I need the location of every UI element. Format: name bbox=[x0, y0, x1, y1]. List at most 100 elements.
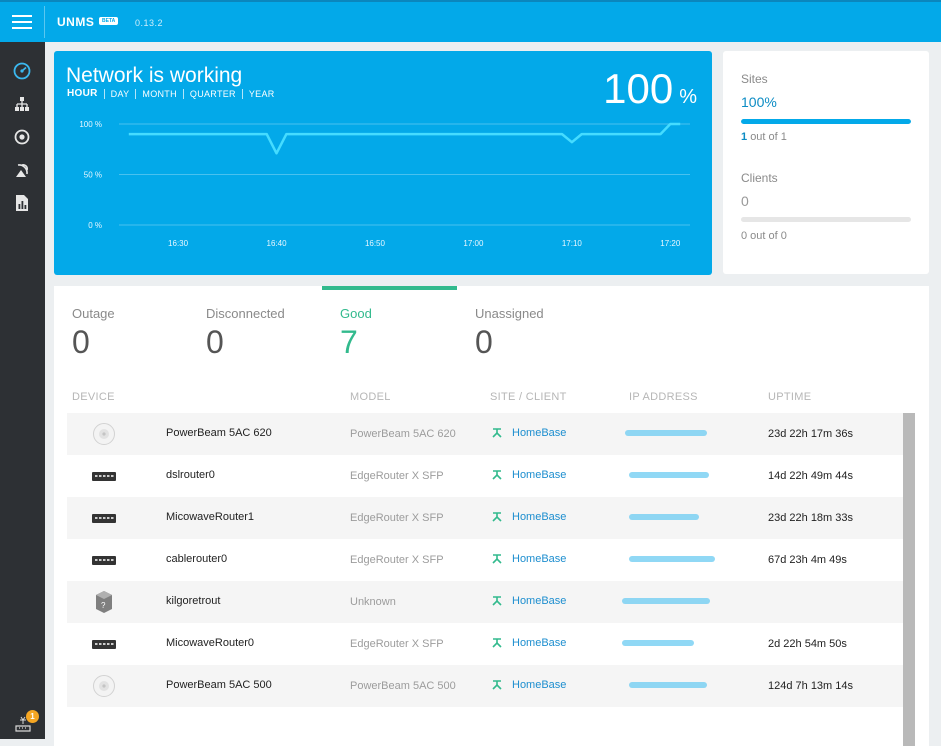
device-model: EdgeRouter X SFP bbox=[350, 638, 444, 650]
clients-label: Clients bbox=[741, 171, 778, 185]
y-tick-label: 50 % bbox=[84, 171, 102, 180]
column-header-model[interactable]: MODEL bbox=[350, 391, 391, 403]
filter-outage-count: 0 bbox=[72, 324, 90, 360]
devices-icon[interactable] bbox=[13, 128, 31, 146]
column-header-device[interactable]: DEVICE bbox=[72, 391, 115, 403]
filter-outage[interactable]: Outage 0 bbox=[72, 306, 202, 361]
router-icon bbox=[92, 472, 116, 481]
sites-clients-card: Sites 100% 1 out of 1 Clients 0 0 out of… bbox=[723, 51, 929, 274]
signal-icon bbox=[492, 596, 502, 606]
device-name[interactable]: PowerBeam 5AC 620 bbox=[166, 427, 272, 439]
network-status-title: Network is working bbox=[66, 64, 243, 87]
reports-icon[interactable] bbox=[13, 194, 31, 212]
clients-progress-bar bbox=[741, 217, 911, 222]
table-row[interactable]: ? kilgoretrout Unknown HomeBase bbox=[67, 581, 903, 623]
filter-disconnected-count: 0 bbox=[206, 324, 224, 360]
device-uptime: 23d 22h 18m 33s bbox=[768, 512, 854, 524]
device-site[interactable]: HomeBase bbox=[491, 595, 566, 607]
x-tick-label: 17:10 bbox=[562, 239, 583, 248]
device-model: EdgeRouter X SFP bbox=[350, 512, 444, 524]
table-row[interactable]: MicowaveRouter0 EdgeRouter X SFP HomeBase 2… bbox=[67, 623, 903, 665]
router-icon bbox=[92, 556, 116, 565]
ip-address-redacted bbox=[629, 514, 699, 520]
device-model: Unknown bbox=[350, 596, 396, 608]
ip-address-redacted bbox=[625, 430, 707, 436]
top-bar: UNMS BETA 0.13.2 bbox=[0, 0, 941, 42]
range-year[interactable]: YEAR bbox=[241, 89, 281, 99]
filter-unassigned[interactable]: Unassigned 0 bbox=[475, 306, 605, 361]
sites-out-of: out of 1 bbox=[750, 131, 787, 143]
filter-disconnected-label: Disconnected bbox=[206, 306, 285, 321]
menu-icon[interactable] bbox=[12, 15, 32, 29]
network-percent-unit: % bbox=[679, 86, 697, 108]
column-header-uptime[interactable]: UPTIME bbox=[768, 391, 812, 403]
range-quarter[interactable]: QUARTER bbox=[182, 89, 242, 99]
beta-badge: BETA bbox=[99, 17, 119, 25]
range-month[interactable]: MONTH bbox=[135, 89, 183, 99]
table-row[interactable]: dslrouter0 EdgeRouter X SFP HomeBase 14d 22… bbox=[67, 455, 903, 497]
table-row[interactable]: cablerouter0 EdgeRouter X SFP HomeBase 67d … bbox=[67, 539, 903, 581]
clients-value: 0 bbox=[741, 193, 749, 209]
table-row[interactable]: MicowaveRouter1 EdgeRouter X SFP HomeBase 2… bbox=[67, 497, 903, 539]
table-row[interactable]: PowerBeam 5AC 620 PowerBeam 5AC 620 HomeBa… bbox=[67, 413, 903, 455]
notifications-button[interactable]: 1 bbox=[13, 710, 39, 736]
y-tick-label: 100 % bbox=[79, 120, 102, 129]
network-chart: 100 % 50 % 0 % 16:30 16:40 16:50 17:00 17:10 17:… bbox=[79, 120, 690, 248]
device-uptime: 2d 22h 54m 50s bbox=[768, 638, 847, 650]
table-row[interactable]: PowerBeam 5AC 500 PowerBeam 5AC 500 HomeBa… bbox=[67, 665, 903, 707]
device-model: PowerBeam 5AC 620 bbox=[350, 428, 456, 440]
antenna-dish-icon bbox=[93, 675, 115, 697]
filter-outage-label: Outage bbox=[72, 306, 115, 321]
device-name[interactable]: PowerBeam 5AC 500 bbox=[166, 679, 272, 691]
device-table: PowerBeam 5AC 620 PowerBeam 5AC 620 HomeBa… bbox=[67, 413, 903, 707]
antenna-dish-icon bbox=[93, 423, 115, 445]
device-site[interactable]: HomeBase bbox=[491, 553, 566, 565]
device-name[interactable]: dslrouter0 bbox=[166, 469, 215, 481]
device-site[interactable]: HomeBase bbox=[491, 679, 566, 691]
device-model: EdgeRouter X SFP bbox=[350, 554, 444, 566]
network-status-card: Network is working HOUR DAY MONTH QUARTE… bbox=[54, 51, 712, 275]
active-filter-underline bbox=[322, 286, 457, 290]
device-site[interactable]: HomeBase bbox=[491, 637, 566, 649]
x-tick-label: 16:30 bbox=[168, 239, 189, 248]
divider bbox=[44, 6, 45, 38]
device-site[interactable]: HomeBase bbox=[491, 511, 566, 523]
column-header-site[interactable]: SITE / CLIENT bbox=[490, 391, 567, 403]
signal-icon bbox=[492, 470, 502, 480]
signal-icon bbox=[492, 512, 502, 522]
signal-icon bbox=[492, 554, 502, 564]
app-logo: UNMS bbox=[57, 15, 95, 29]
time-range-selector: HOUR DAY MONTH QUARTER YEAR bbox=[67, 89, 281, 99]
device-name[interactable]: MicowaveRouter0 bbox=[166, 637, 255, 649]
filter-good-count: 7 bbox=[340, 324, 358, 360]
scrollbar[interactable] bbox=[903, 413, 915, 746]
device-uptime: 124d 7h 13m 14s bbox=[768, 680, 854, 692]
device-model: EdgeRouter X SFP bbox=[350, 470, 444, 482]
filter-unassigned-label: Unassigned bbox=[475, 306, 544, 321]
column-header-ip[interactable]: IP ADDRESS bbox=[629, 391, 698, 403]
device-uptime: 14d 22h 49m 44s bbox=[768, 470, 854, 482]
ip-address-redacted bbox=[629, 556, 715, 562]
range-day[interactable]: DAY bbox=[103, 89, 136, 99]
filter-good[interactable]: Good 7 bbox=[340, 306, 470, 361]
device-site-label: HomeBase bbox=[512, 469, 567, 481]
x-tick-label: 17:00 bbox=[463, 239, 484, 248]
ip-address-redacted bbox=[622, 640, 694, 646]
dashboard-icon[interactable] bbox=[13, 62, 31, 80]
app-version: 0.13.2 bbox=[135, 18, 164, 28]
sites-label: Sites bbox=[741, 72, 768, 86]
range-hour[interactable]: HOUR bbox=[67, 88, 98, 99]
sites-summary: 1 out of 1 bbox=[741, 131, 787, 143]
y-tick-label: 0 % bbox=[88, 221, 102, 230]
clients-summary: 0 out of 0 bbox=[741, 230, 787, 242]
device-uptime: 67d 23h 4m 49s bbox=[768, 554, 847, 566]
sites-icon[interactable] bbox=[13, 95, 31, 113]
antenna-icon[interactable] bbox=[13, 161, 31, 179]
device-site[interactable]: HomeBase bbox=[491, 427, 566, 439]
device-name[interactable]: MicowaveRouter1 bbox=[166, 511, 255, 523]
device-site[interactable]: HomeBase bbox=[491, 469, 566, 481]
device-name[interactable]: kilgoretrout bbox=[166, 595, 221, 607]
device-name[interactable]: cablerouter0 bbox=[166, 553, 228, 565]
device-site-label: HomeBase bbox=[512, 553, 567, 565]
filter-disconnected[interactable]: Disconnected 0 bbox=[206, 306, 336, 361]
